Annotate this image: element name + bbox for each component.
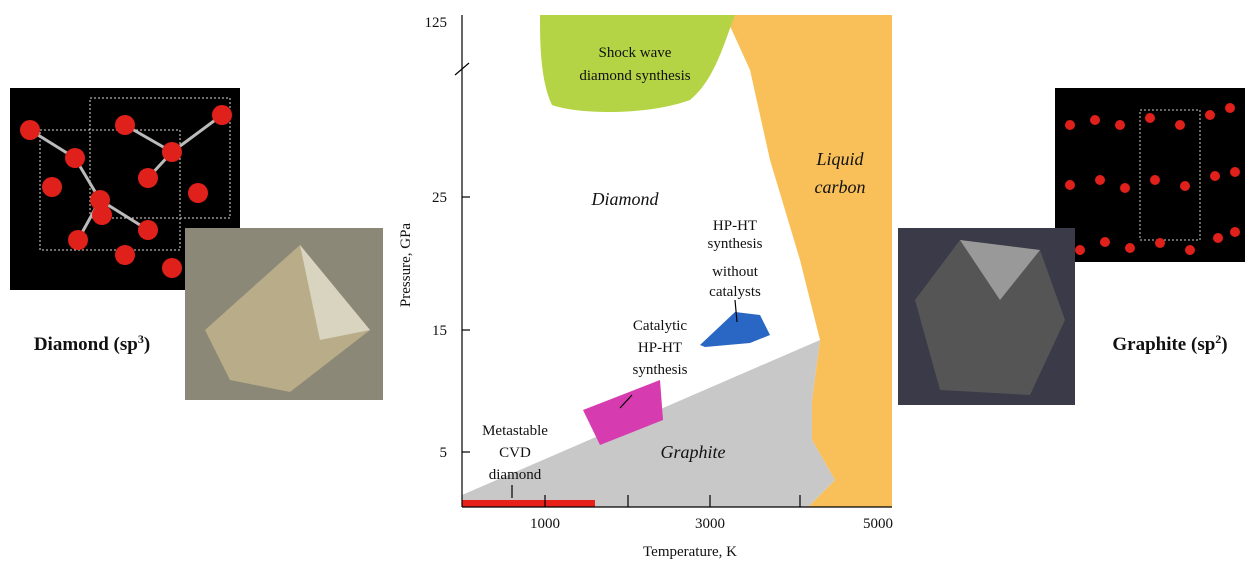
diamond-lattice-image [10,88,240,290]
y-tick-label: 15 [432,323,447,339]
caption-name: Diamond (sp [34,334,138,355]
x-tick-label: 1000 [530,516,560,532]
region-label: without [712,264,759,280]
phase-diagram: 125 25 15 5 1000 3000 5000 Temperature, … [398,15,893,560]
hpht-region [700,312,770,347]
diamond-caption: Diamond (sp3) [34,332,150,355]
region-label: synthesis [707,236,762,252]
caption-superscript: 3 [138,332,144,346]
x-tick-label: 3000 [695,516,725,532]
y-tick-label: 5 [440,445,448,461]
region-label: Diamond [591,189,660,209]
region-label: diamond [489,467,542,483]
region-label: HP-HT [713,218,757,234]
catalytic-region [583,380,663,445]
region-label: synthesis [632,362,687,378]
caption-suffix: ) [1221,334,1227,355]
shock-region [540,15,735,112]
region-label: Shock wave [599,45,672,61]
region-label: HP-HT [638,340,682,356]
caption-superscript: 2 [1215,332,1221,346]
region-label: Catalytic [633,318,687,334]
liquid-region [725,15,892,507]
region-label: diamond synthesis [579,68,690,84]
region-label: Metastable [482,423,548,439]
y-tick-label: 25 [432,190,447,206]
caption-suffix: ) [144,334,150,355]
diamond-photo [185,228,383,400]
cvd-region [462,500,595,507]
graphite-caption: Graphite (sp2) [1112,332,1227,355]
caption-name: Graphite (sp [1112,334,1215,355]
graphite-photo [898,228,1075,405]
region-label: catalysts [709,284,761,300]
y-tick-label: 125 [425,15,448,31]
region-label: CVD [499,445,531,461]
region-label: Liquid [815,149,864,169]
graphite-lattice-image [1055,88,1245,262]
region-label: carbon [815,177,866,197]
x-axis-label: Temperature, K [643,544,737,560]
y-axis-label: Pressure, GPa [398,223,414,307]
x-tick-label: 5000 [863,516,893,532]
region-label: Graphite [661,442,726,462]
